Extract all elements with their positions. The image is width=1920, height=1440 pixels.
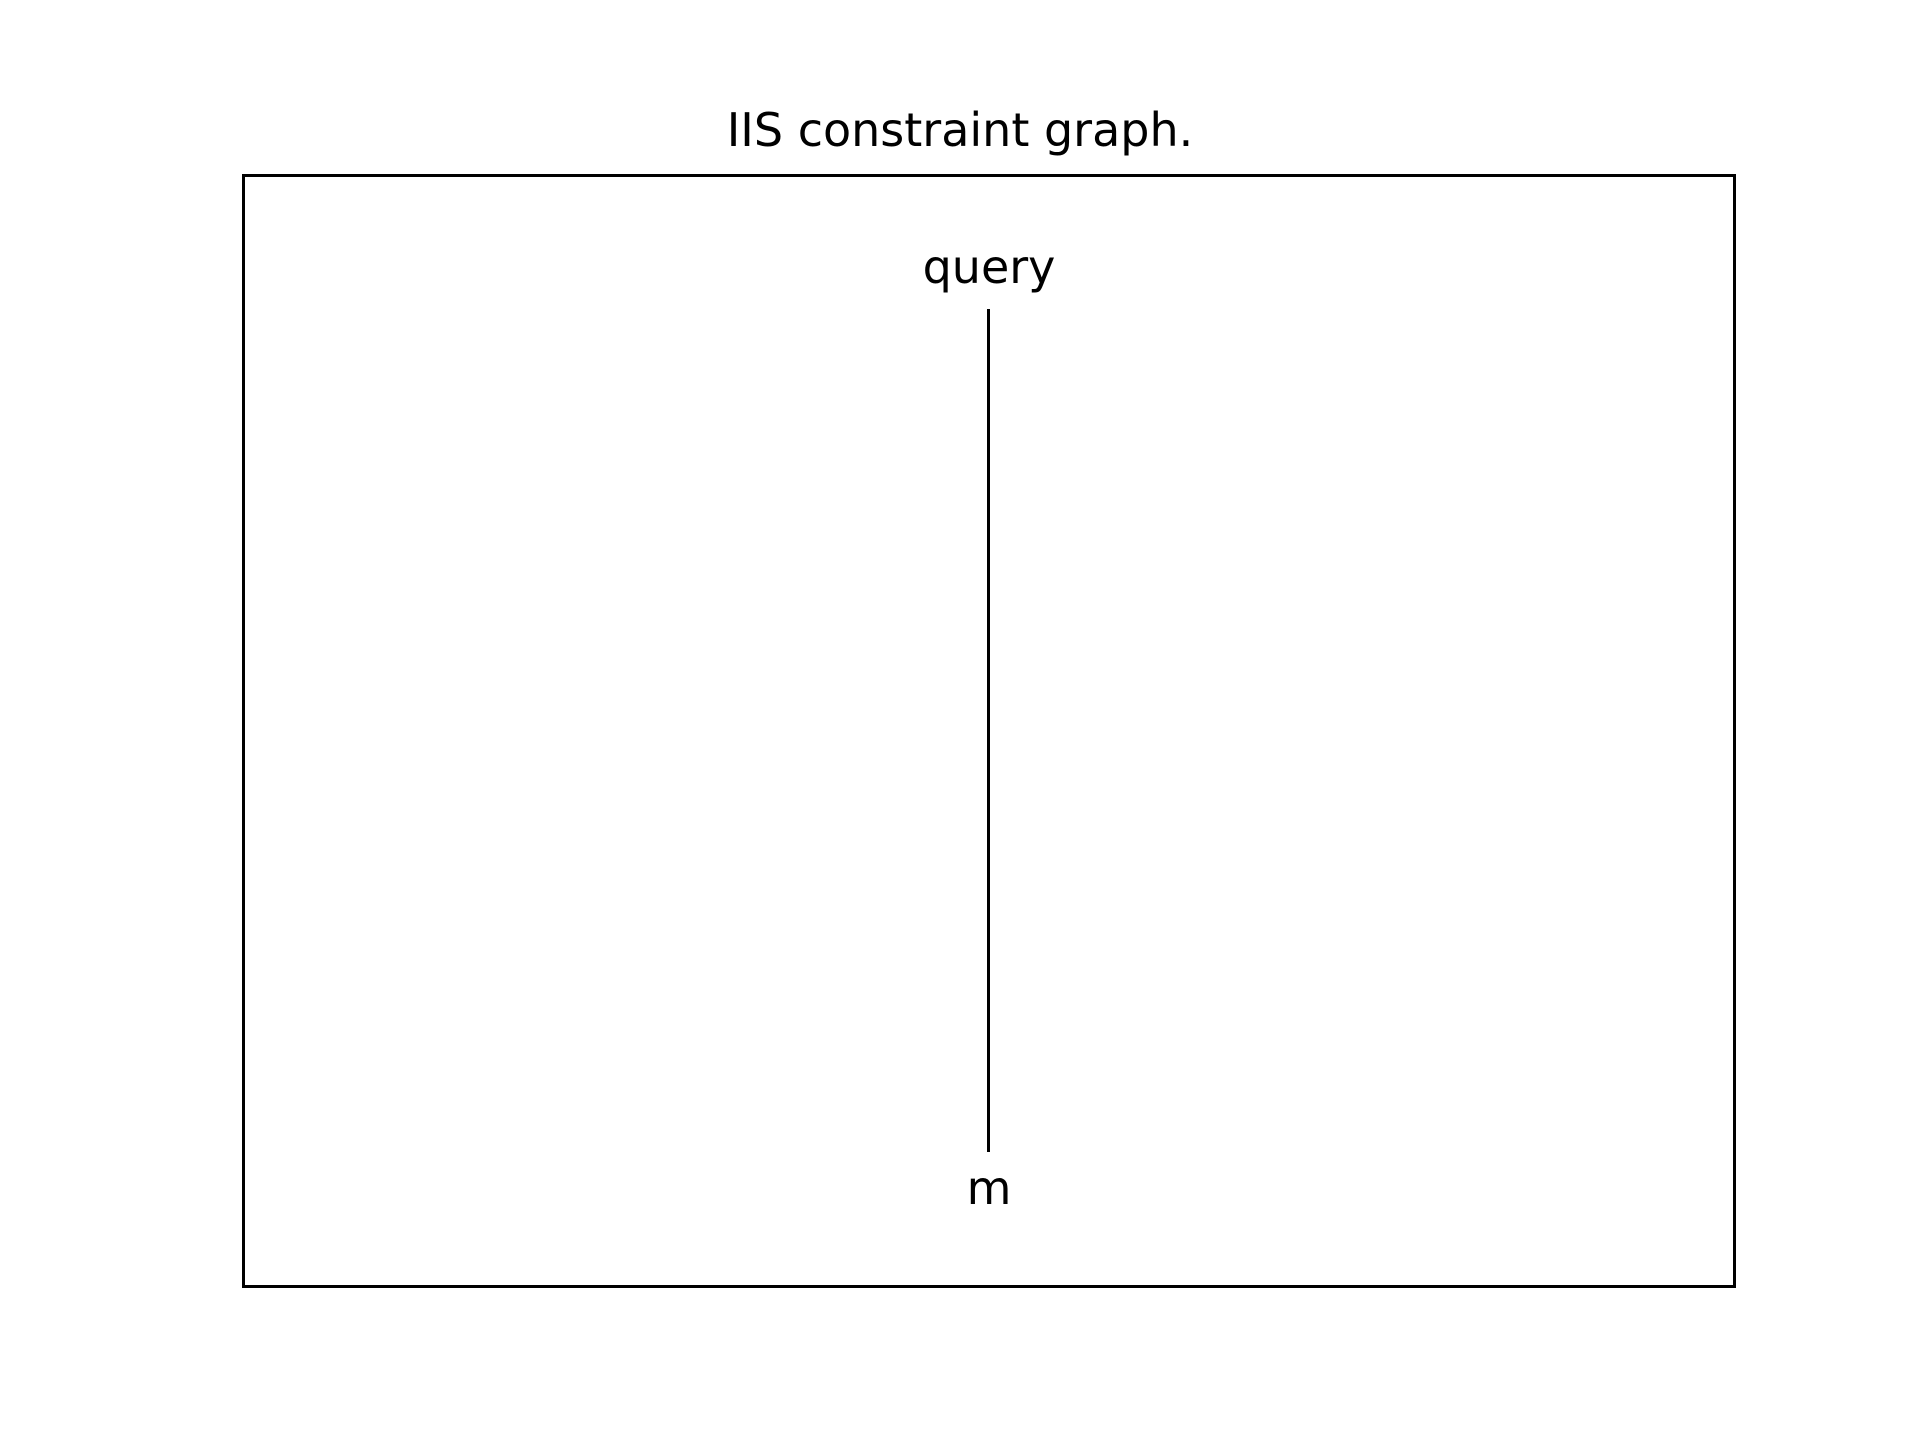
plot-frame — [242, 174, 1736, 1288]
node-query-label: query — [922, 240, 1056, 294]
figure-title: IIS constraint graph. — [726, 103, 1194, 157]
node-m-label: m — [966, 1161, 1012, 1215]
edge-query-m — [987, 309, 990, 1152]
